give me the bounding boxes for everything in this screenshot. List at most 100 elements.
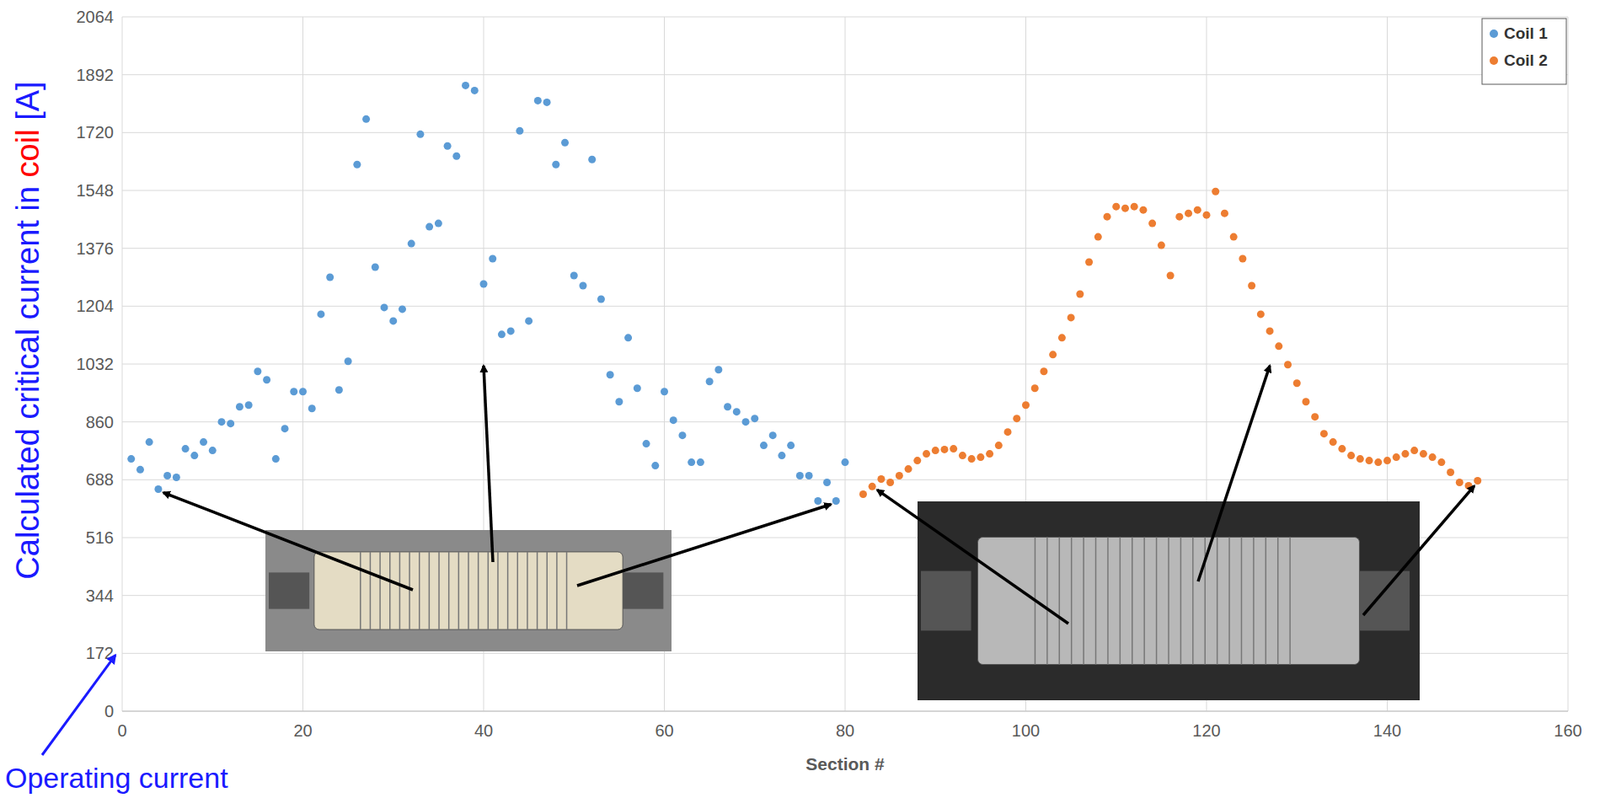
photo-stripe [1143,536,1146,664]
point [208,446,217,455]
x-tick-label: 20 [293,721,312,740]
point [1203,211,1211,220]
point [1356,454,1365,463]
point [407,240,416,248]
point [253,367,262,375]
point [633,384,642,392]
point [1284,360,1292,369]
photo-flange [622,572,664,609]
point [335,385,343,394]
point [1103,213,1112,221]
point [416,130,424,139]
point [669,416,678,424]
point [1139,206,1147,215]
points [127,81,1482,505]
y-axis-title-part: Calculated critical current in [10,176,46,579]
photo-stripe [418,551,421,630]
photo-stripe [467,551,470,630]
point [660,387,669,396]
point [272,454,280,463]
photo-stripe [1095,536,1097,664]
y-axis-title-part: coil [10,128,46,177]
y-tick-label: 516 [85,528,114,547]
x-tick-label: 120 [1192,721,1221,740]
point [1031,384,1039,392]
point [1473,476,1482,485]
grid-line [122,16,124,712]
point [1184,209,1193,218]
arrow [483,365,493,562]
legend-marker [1489,29,1499,38]
photo-stripe [1265,536,1268,664]
annotation: Operating current [5,761,229,794]
y-axis-title-part: [A] [10,80,46,129]
point [154,485,162,493]
point [931,446,940,455]
point [524,316,533,325]
point [570,272,578,280]
point [723,402,732,411]
point [551,160,560,169]
photo-stripe [1192,536,1194,664]
point [1022,401,1030,409]
point [1419,449,1428,458]
point [1121,204,1130,213]
point [217,417,225,426]
point [172,473,181,482]
point [1067,313,1076,322]
point [163,471,172,480]
photo-stripe [1180,536,1183,664]
photo-stripe [448,551,450,630]
point [1329,438,1338,446]
x-tick-label: 100 [1011,721,1040,740]
point [344,357,353,365]
point [561,139,569,147]
x-axis-title: Section # [805,754,885,774]
arrow [577,503,831,586]
y-tick-label: 688 [85,470,114,489]
point [1075,289,1084,298]
point [1247,281,1256,289]
photo-stripe [487,551,490,630]
photo-stripe [1059,536,1061,664]
point [813,497,822,505]
photo-flange [1359,571,1410,632]
y-tick-label: 2064 [76,7,115,27]
y-tick-label: 1032 [76,354,115,374]
point [434,219,443,228]
point [289,387,298,396]
point [1094,233,1103,241]
photo-stripe [526,551,529,630]
point [733,407,741,416]
point [1058,333,1066,342]
photo-stripe [1167,536,1170,664]
photo-stripe [458,551,461,630]
chart: 0172344516688860103212041376154817201892… [0,0,1600,798]
y-tick-label: 344 [85,586,114,605]
point [1048,350,1057,359]
photo-stripe [1241,536,1243,664]
point [678,431,686,439]
point [976,453,985,461]
point [1112,203,1120,211]
photo-stripe [1107,536,1109,664]
point [1148,219,1156,228]
photo-stripe [1277,536,1279,664]
point [995,441,1003,450]
y-axis-title: Calculated critical current in coil [A] [10,80,46,579]
photo-stripe [438,551,440,630]
photo-stripe [359,551,362,630]
point [841,458,850,466]
photo-bg [917,501,1420,701]
photo-stripe [566,551,568,630]
point [507,326,515,335]
point [597,294,605,303]
point [181,444,190,453]
point [1039,367,1048,375]
photo-stripe [1252,536,1255,664]
photo-bg [265,529,672,652]
point [1274,342,1283,350]
y-tick-label: 1720 [76,123,115,142]
point [913,456,921,465]
x-tick-label: 80 [835,721,855,740]
